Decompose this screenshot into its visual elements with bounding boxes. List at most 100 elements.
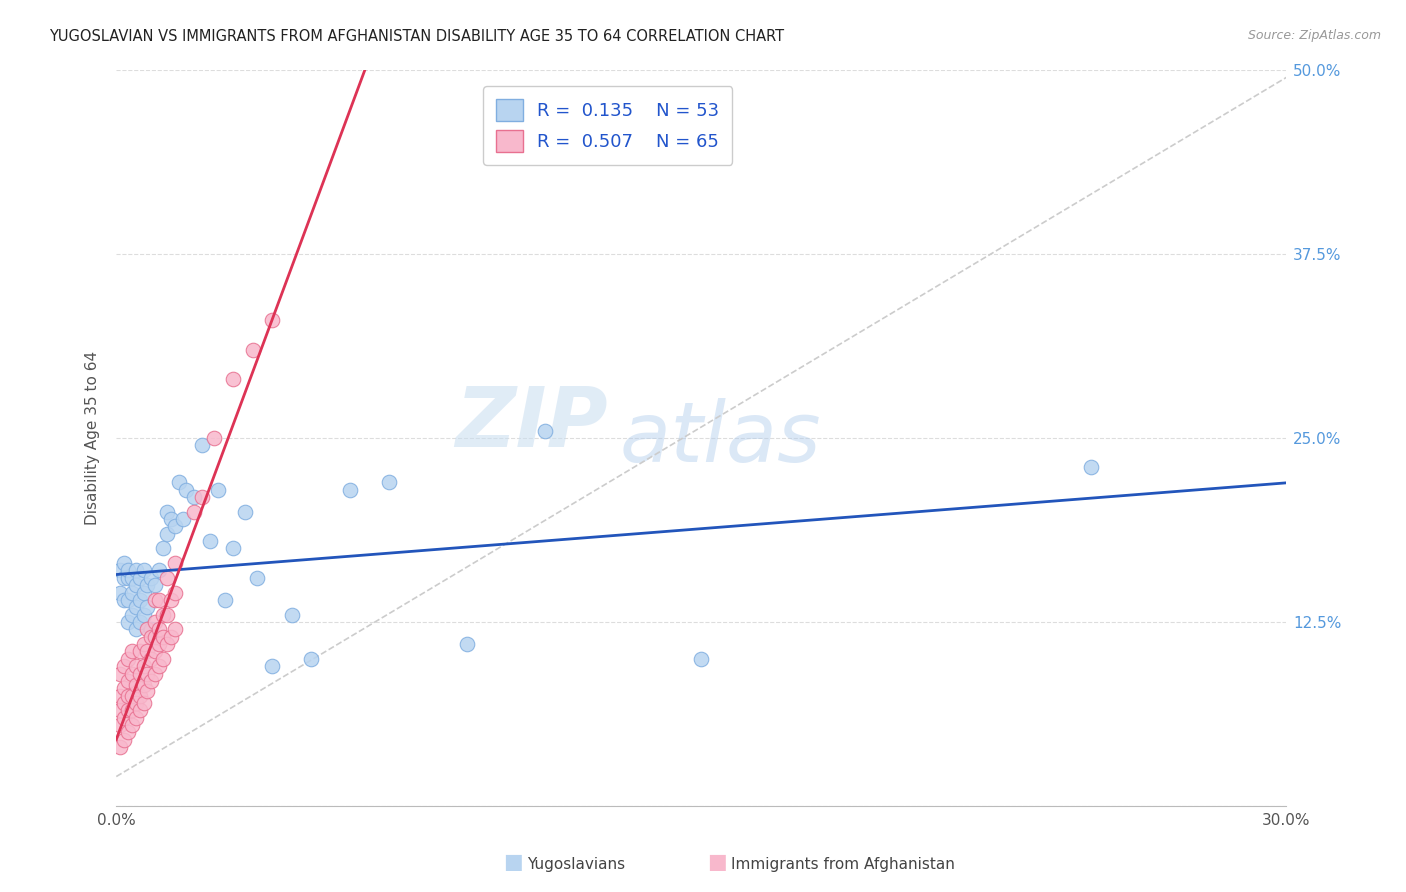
Point [117, 564, 139, 578]
Point [125, 600, 148, 615]
Point [152, 652, 174, 666]
Point [141, 630, 163, 644]
Point [143, 630, 166, 644]
Point [183, 490, 205, 504]
Point [148, 659, 170, 673]
Point [183, 505, 205, 519]
Point [207, 483, 229, 497]
Point [108, 689, 131, 703]
Point [172, 512, 194, 526]
Point [121, 689, 143, 703]
Point [112, 732, 135, 747]
Point [117, 725, 139, 739]
Point [160, 512, 183, 526]
Point [108, 718, 131, 732]
Point [141, 623, 163, 637]
Point [117, 652, 139, 666]
Point [143, 578, 166, 592]
Point [156, 607, 179, 622]
Point [214, 593, 236, 607]
Text: Source: ZipAtlas.com: Source: ZipAtlas.com [1247, 29, 1381, 42]
Point [148, 637, 170, 651]
Point [163, 585, 186, 599]
Point [233, 505, 256, 519]
Point [121, 718, 143, 732]
Text: ■: ■ [707, 853, 727, 872]
Point [121, 666, 143, 681]
Point [108, 564, 131, 578]
Point [160, 630, 183, 644]
Point [128, 703, 150, 717]
Point [534, 424, 557, 438]
Text: Yugoslavians: Yugoslavians [527, 857, 626, 872]
Point [125, 564, 148, 578]
Point [152, 607, 174, 622]
Point [112, 696, 135, 710]
Point [202, 431, 225, 445]
Point [222, 541, 245, 556]
Point [112, 556, 135, 570]
Point [163, 623, 186, 637]
Point [117, 703, 139, 717]
Point [152, 541, 174, 556]
Point [156, 571, 179, 585]
Point [148, 623, 170, 637]
Legend: R =  0.135    N = 53, R =  0.507    N = 65: R = 0.135 N = 53, R = 0.507 N = 65 [484, 87, 733, 165]
Point [117, 571, 139, 585]
Point [222, 372, 245, 386]
Point [136, 666, 159, 681]
Point [108, 585, 131, 599]
Point [121, 571, 143, 585]
Point [242, 343, 264, 357]
Point [132, 564, 155, 578]
Point [125, 659, 148, 673]
Point [112, 681, 135, 696]
Point [112, 593, 135, 607]
Point [132, 678, 155, 692]
Point [690, 652, 713, 666]
Point [112, 571, 135, 585]
Point [191, 490, 214, 504]
Point [128, 615, 150, 629]
Point [262, 659, 284, 673]
Point [262, 313, 284, 327]
Point [156, 526, 179, 541]
Point [143, 644, 166, 658]
Point [141, 571, 163, 585]
Point [121, 607, 143, 622]
Point [108, 740, 131, 755]
Point [378, 475, 401, 490]
Point [112, 711, 135, 725]
Point [160, 593, 183, 607]
Point [156, 637, 179, 651]
Point [117, 615, 139, 629]
Text: YUGOSLAVIAN VS IMMIGRANTS FROM AFGHANISTAN DISABILITY AGE 35 TO 64 CORRELATION C: YUGOSLAVIAN VS IMMIGRANTS FROM AFGHANIST… [49, 29, 785, 44]
Point [198, 534, 221, 549]
Point [1080, 460, 1102, 475]
Point [132, 585, 155, 599]
Point [128, 593, 150, 607]
Point [125, 578, 148, 592]
Point [152, 630, 174, 644]
Point [299, 652, 322, 666]
Point [156, 505, 179, 519]
Point [191, 438, 214, 452]
Point [136, 578, 159, 592]
Text: Immigrants from Afghanistan: Immigrants from Afghanistan [731, 857, 955, 872]
Point [132, 659, 155, 673]
Point [112, 659, 135, 673]
Point [125, 678, 148, 692]
Point [136, 644, 159, 658]
Point [148, 593, 170, 607]
Text: ■: ■ [503, 853, 523, 872]
Point [132, 607, 155, 622]
Point [136, 623, 159, 637]
Point [136, 600, 159, 615]
Point [132, 637, 155, 651]
Point [136, 684, 159, 698]
Point [143, 666, 166, 681]
Y-axis label: Disability Age 35 to 64: Disability Age 35 to 64 [86, 351, 100, 525]
Point [128, 666, 150, 681]
Point [117, 673, 139, 688]
Point [128, 571, 150, 585]
